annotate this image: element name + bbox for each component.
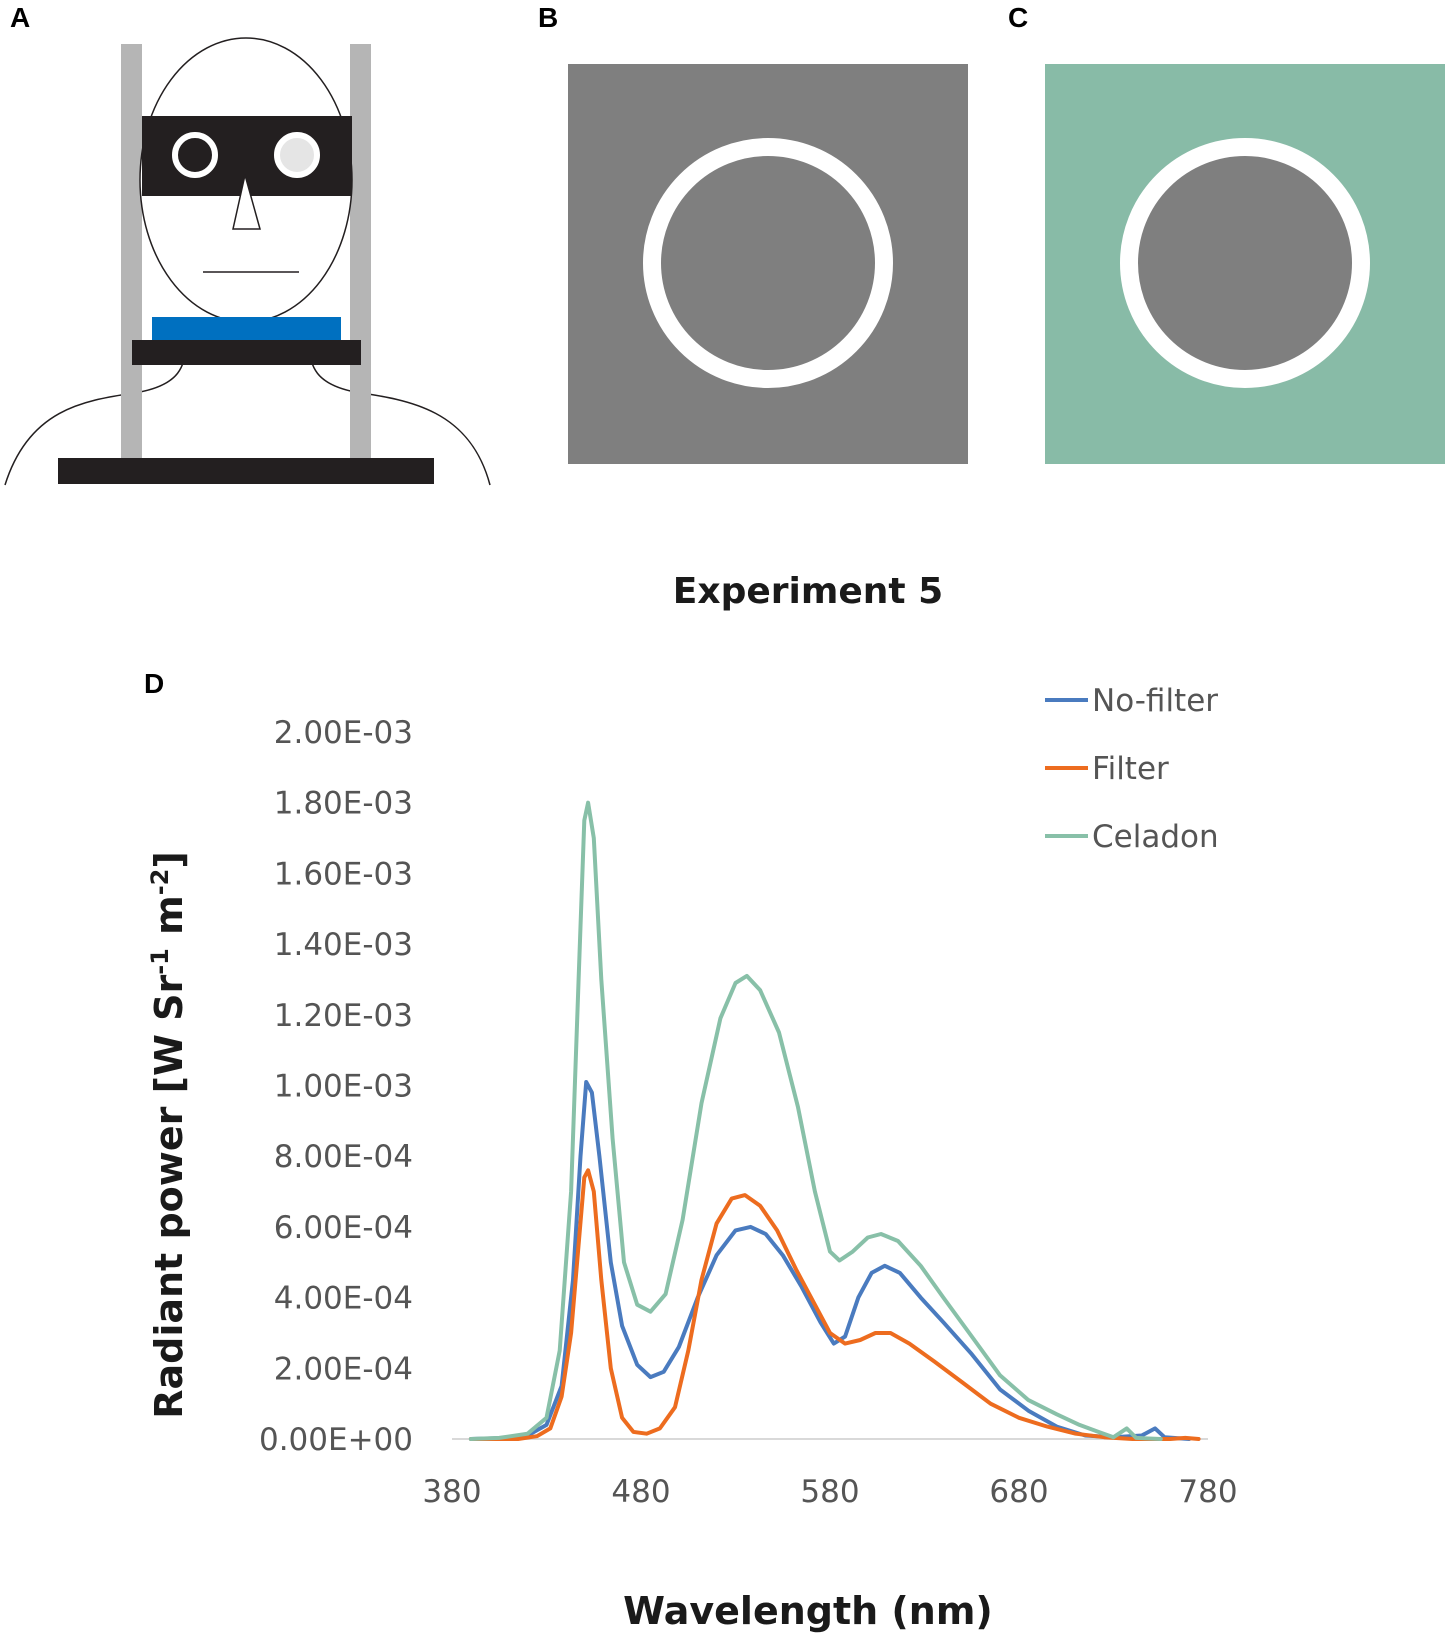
series-lines	[468, 800, 1201, 1441]
y-tick-label: 2.00E-04	[274, 1351, 413, 1387]
y-axis-ticks: 0.00E+00 2.00E-04 4.00E-04 6.00E-04 8.00E-04…	[259, 715, 413, 1458]
base-bar	[58, 458, 434, 484]
stimulus-ring	[643, 138, 893, 388]
legend-label-celadon: Celadon	[1092, 819, 1219, 855]
y-tick-label: 1.80E-03	[274, 786, 413, 822]
x-tick-label: 480	[611, 1474, 670, 1510]
y-tick-label: 6.00E-04	[274, 1210, 413, 1246]
nose-outline	[232, 174, 261, 230]
y-tick-label: 1.40E-03	[274, 927, 413, 963]
x-tick-label: 780	[1178, 1474, 1237, 1510]
spectrum-chart: Experiment 5 0.00E+00 2.00E-04 4.00E-04 6.0…	[146, 571, 1238, 1633]
y-tick-label: 1.20E-03	[274, 998, 413, 1034]
apparatus-illustration	[4, 37, 491, 486]
x-tick-label: 680	[989, 1474, 1048, 1510]
right-support-post	[350, 44, 371, 464]
y-tick-label: 2.00E-03	[274, 715, 413, 751]
stimulus-ring	[1120, 138, 1370, 388]
chin-rest-pad	[152, 317, 341, 340]
chin-rest-bar	[132, 340, 361, 365]
y-axis-title: Radiant power [W Sr-1 m-2]	[146, 851, 191, 1419]
chart-title: Experiment 5	[673, 571, 943, 612]
y-tick-label: 1.60E-03	[274, 856, 413, 892]
series-line-filter	[468, 1168, 1201, 1441]
y-tick-label: 4.00E-04	[274, 1281, 413, 1317]
legend: No-filter Filter Celadon	[1045, 683, 1219, 855]
panel-letter-a: A	[10, 2, 31, 33]
x-axis-ticks: 380 480 580 680 780	[422, 1474, 1237, 1510]
y-tick-label: 8.00E-04	[274, 1139, 413, 1175]
x-tick-label: 580	[800, 1474, 859, 1510]
stimulus-gray	[568, 64, 968, 464]
y-tick-label: 1.00E-03	[274, 1069, 413, 1105]
panel-letter-c: C	[1008, 2, 1029, 33]
series-line-no-filter	[468, 1080, 1192, 1441]
series-line-celadon	[468, 800, 1163, 1441]
right-eyepiece	[274, 132, 320, 178]
x-tick-label: 380	[422, 1474, 481, 1510]
left-eyepiece	[172, 132, 218, 178]
y-tick-label: 0.00E+00	[259, 1422, 413, 1458]
stimulus-celadon	[1045, 64, 1445, 464]
legend-label-filter: Filter	[1092, 751, 1169, 787]
panel-letter-b: B	[538, 2, 559, 33]
panel-letter-d: D	[144, 668, 165, 699]
legend-label-no-filter: No-filter	[1092, 683, 1218, 719]
x-axis-title: Wavelength (nm)	[623, 1589, 993, 1633]
left-support-post	[121, 44, 142, 464]
